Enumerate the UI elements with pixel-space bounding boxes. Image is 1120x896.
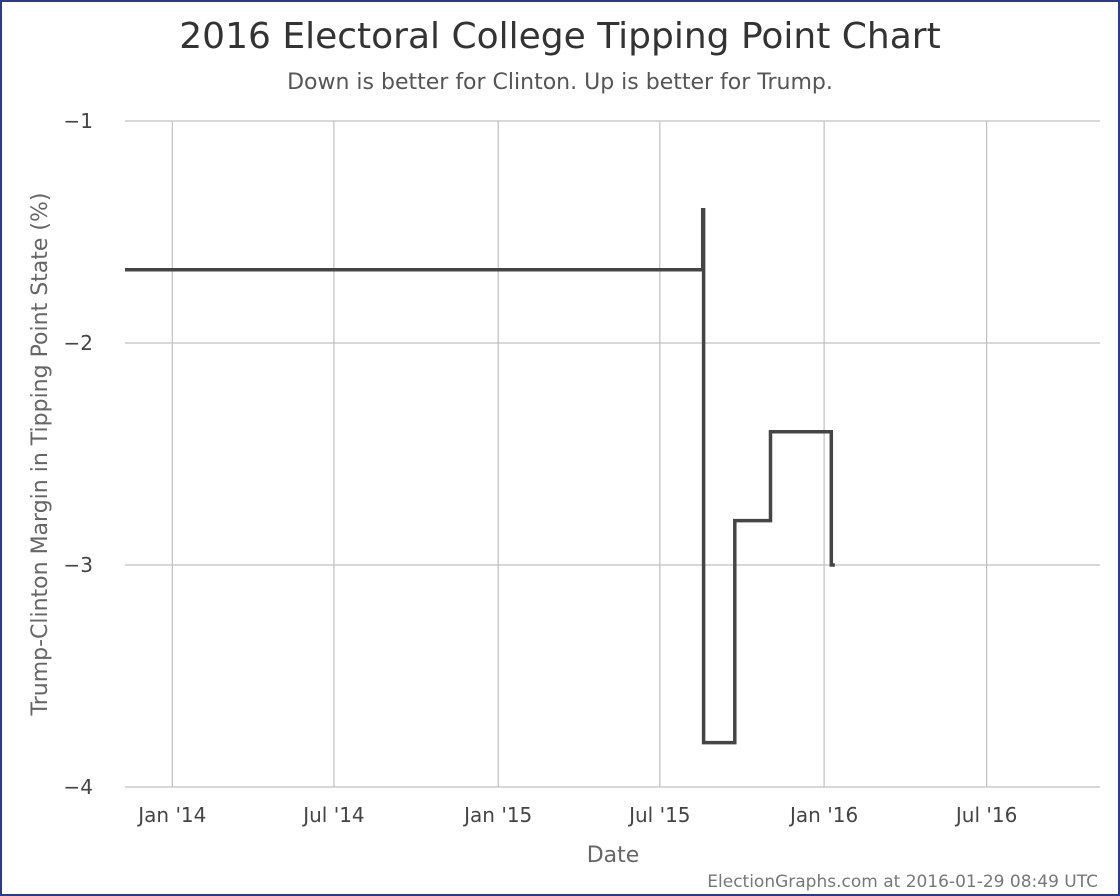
grid-lines bbox=[125, 120, 1100, 788]
chart-subtitle: Down is better for Clinton. Up is better… bbox=[287, 70, 833, 95]
x-tick-label: Jul '16 bbox=[954, 803, 1017, 827]
y-tick-label: −4 bbox=[64, 775, 93, 799]
y-tick-label: −2 bbox=[64, 331, 93, 355]
x-tick-label: Jul '14 bbox=[301, 803, 364, 827]
series-line bbox=[125, 208, 835, 745]
credit-text: ElectionGraphs.com at 2016-01-29 08:49 U… bbox=[707, 872, 1098, 892]
x-axis-ticks: Jan '14 Jul '14 Jan '15 Jul '15 Jan '16 Jul '… bbox=[136, 803, 1017, 827]
y-axis-title: Trump-Clinton Margin in Tipping Point St… bbox=[28, 193, 53, 717]
x-axis-title: Date bbox=[587, 843, 640, 868]
x-tick-label: Jan '15 bbox=[462, 803, 532, 827]
x-tick-label: Jul '15 bbox=[627, 803, 690, 827]
y-axis-ticks: −1 −2 −3 −4 bbox=[64, 109, 93, 799]
y-tick-label: −1 bbox=[64, 109, 93, 133]
x-tick-label: Jan '14 bbox=[136, 803, 206, 827]
x-tick-label: Jan '16 bbox=[788, 803, 858, 827]
chart-title: 2016 Electoral College Tipping Point Cha… bbox=[179, 16, 940, 57]
y-tick-label: −3 bbox=[64, 553, 93, 577]
